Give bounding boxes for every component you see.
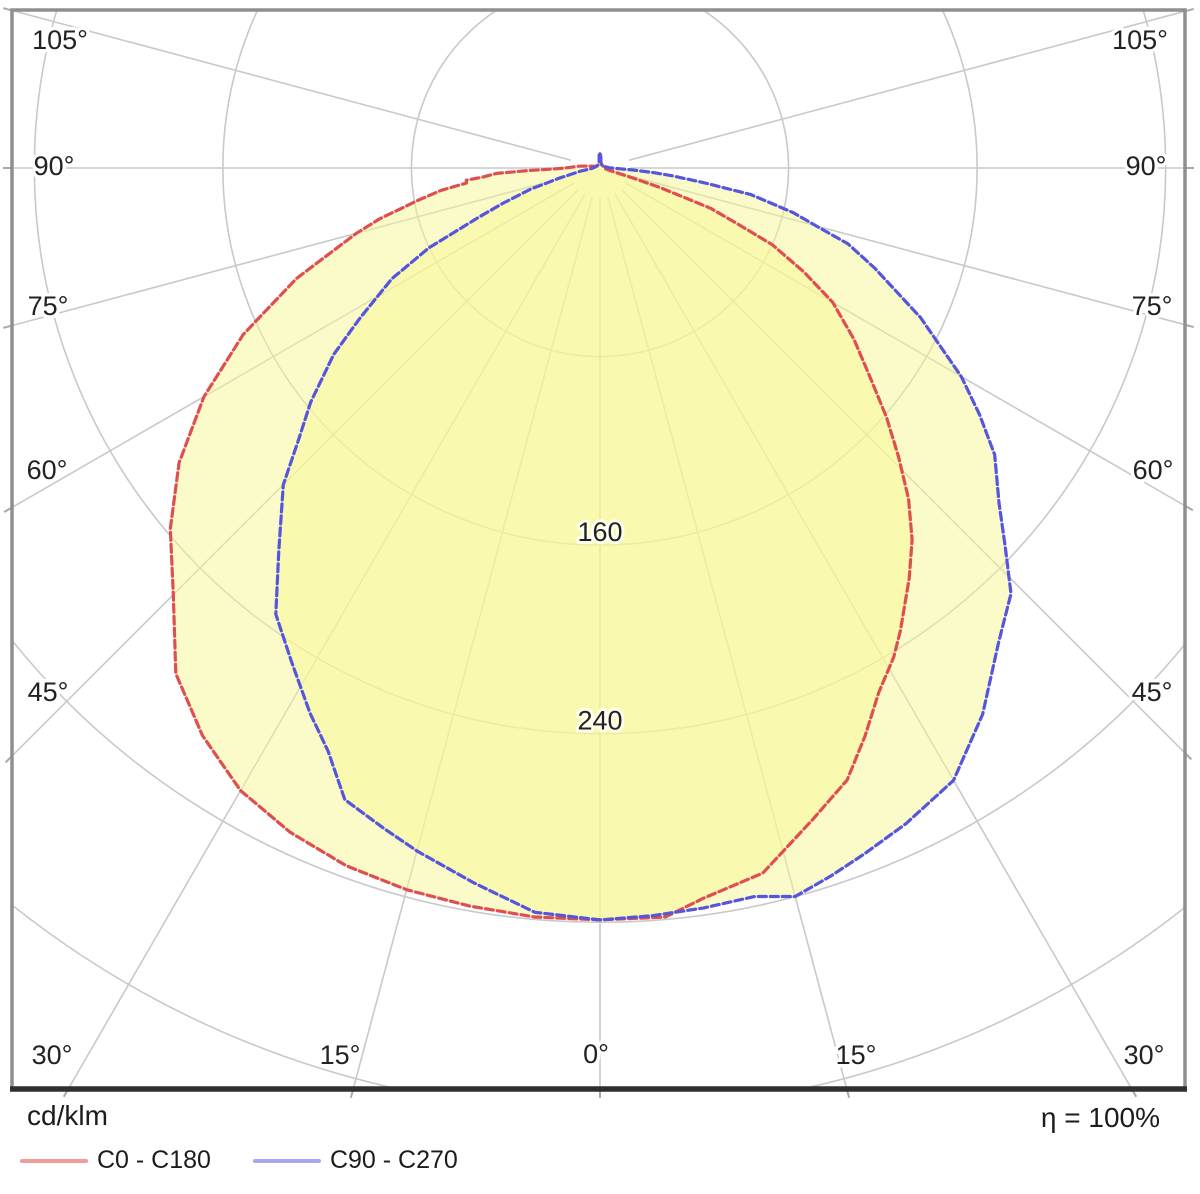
angle-label: 90° — [1126, 151, 1167, 181]
efficiency-label: η = 100% — [1040, 1102, 1160, 1133]
legend-label-c90-c270: C90 - C270 — [329, 1146, 458, 1174]
curves — [168, 152, 1013, 922]
ring-label-240: 240 — [577, 706, 622, 736]
fill-c90-c270 — [275, 153, 1011, 920]
polar-chart: 160 240 105° 90° 75° 60° 45° 30° 15° 0° 15° 30° 45° 6… — [3, 7, 1194, 1098]
curve-fills — [170, 153, 1011, 920]
angle-label: 105° — [1112, 25, 1168, 55]
angle-label: 15° — [320, 1040, 361, 1070]
angle-label: 60° — [27, 455, 68, 485]
legend-label-c0-c180: C0 - C180 — [97, 1146, 211, 1174]
angle-label: 75° — [1132, 291, 1173, 321]
grid-ray-75 — [628, 174, 1185, 326]
angle-label: 45° — [28, 677, 69, 707]
ring-label-160: 160 — [577, 517, 622, 547]
grid-ray-105 — [628, 10, 1185, 162]
angle-label: 105° — [32, 25, 88, 55]
c90-c270-line-icon — [252, 1158, 321, 1163]
unit-label: cd/klm — [27, 1100, 108, 1131]
c0-c180-line-icon — [20, 1158, 88, 1163]
angle-label: 15° — [836, 1040, 877, 1070]
angle-label: 30° — [32, 1040, 73, 1070]
grid-ray--75 — [12, 174, 572, 327]
ring-labels: 160 240 — [574, 514, 625, 739]
polar-diagram-container: 160 240 105° 90° 75° 60° 45° 30° 15° 0° 15° 30° 45° 6… — [3, 7, 1194, 1098]
angle-label: 0° — [583, 1039, 609, 1069]
angle-label: 75° — [28, 291, 69, 321]
legend-item-c90-c270: C90 - C270 — [252, 1146, 458, 1175]
angle-labels: 105° 90° 75° 60° 45° 30° 15° 0° 15° 30° 45° 60° 75° 9… — [23, 22, 1177, 1074]
legend-item-c0-c180: C0 - C180 — [20, 1146, 211, 1175]
angle-label: 60° — [1133, 455, 1174, 485]
legend: C0 - C180 C90 - C270 — [20, 1146, 458, 1175]
angle-label: 30° — [1124, 1040, 1165, 1070]
angle-label: 90° — [34, 151, 75, 181]
grid-ray--105 — [12, 10, 572, 162]
angle-label: 45° — [1132, 677, 1173, 707]
curve-c90-c270 — [274, 152, 1013, 922]
